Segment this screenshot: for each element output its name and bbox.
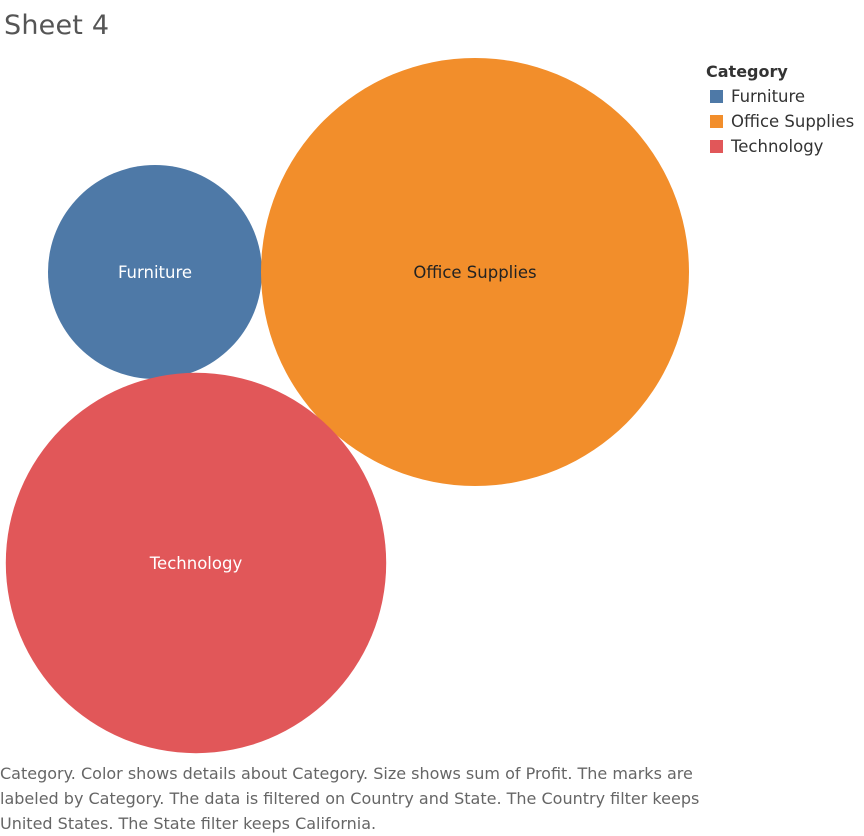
bubble-office-supplies[interactable] <box>261 58 689 486</box>
bubble-furniture[interactable] <box>48 165 262 379</box>
legend-label-technology: Technology <box>731 137 824 156</box>
legend-swatch-technology <box>710 140 723 153</box>
category-legend: Category Furniture Office Supplies Techn… <box>706 62 864 159</box>
bubble-label-furniture: Furniture <box>118 263 192 282</box>
bubble-label-technology: Technology <box>149 554 243 573</box>
legend-swatch-furniture <box>710 90 723 103</box>
bubble-group: Furniture Office Supplies Technology <box>5 58 689 754</box>
bubble-technology[interactable] <box>5 372 387 754</box>
legend-item-furniture[interactable]: Furniture <box>710 84 864 109</box>
legend-label-office-supplies: Office Supplies <box>731 112 855 131</box>
legend-item-technology[interactable]: Technology <box>710 134 864 159</box>
sheet-title: Sheet 4 <box>4 10 110 41</box>
bubble-label-office-supplies: Office Supplies <box>413 263 536 282</box>
legend-title: Category <box>706 62 788 81</box>
legend-label-furniture: Furniture <box>731 87 806 106</box>
legend-swatch-office-supplies <box>710 115 723 128</box>
bubble-chart: Furniture Office Supplies Technology <box>5 58 689 754</box>
sheet-caption: Category. Color shows details about Cate… <box>0 764 700 833</box>
legend-item-office-supplies[interactable]: Office Supplies <box>710 109 864 134</box>
